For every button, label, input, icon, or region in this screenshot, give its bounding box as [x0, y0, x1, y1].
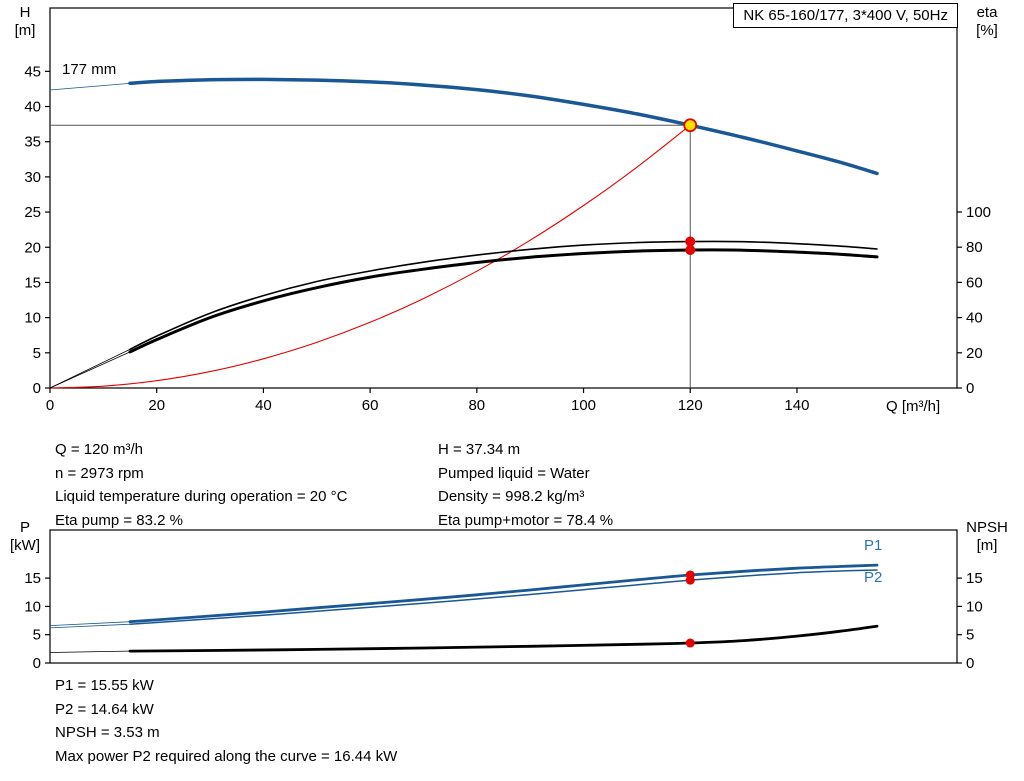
- series-npsh-curve: [128, 624, 879, 653]
- info-line-p2: P2 = 14.64 kW: [55, 700, 154, 718]
- info-line-eta-pump-motor: Eta pump+motor = 78.4 %: [438, 511, 614, 529]
- y-axis-label-eta-unit: [%]: [976, 22, 998, 39]
- y-left-tick-label: 40: [24, 99, 41, 116]
- y-left-tick-label: 45: [24, 63, 41, 80]
- info-line-speed: n = 2973 rpm: [55, 464, 144, 482]
- y-axis-label-npsh: NPSH [m]: [958, 519, 1016, 555]
- y-right-tick-label: 0: [966, 380, 974, 397]
- series-eta-pump: [129, 240, 878, 351]
- y-axis-label-power-unit: [kW]: [10, 537, 40, 554]
- x-tick-label: 60: [362, 397, 379, 414]
- y-left-tick-label: 35: [24, 134, 41, 151]
- pump-title-box: NK 65-160/177, 3*400 V, 50Hz: [733, 3, 958, 28]
- x-tick-label: 0: [46, 397, 54, 414]
- eta-pump-motor-point: [685, 245, 696, 256]
- duty-info-left-column: Q = 120 m³/h n = 2973 rpm Liquid tempera…: [55, 438, 347, 532]
- p1-curve-label: P1: [864, 537, 883, 554]
- x-tick-label: 100: [571, 397, 596, 414]
- series-p1-curve: [128, 563, 879, 624]
- y-right-tick-label: 10: [966, 598, 983, 615]
- info-line-flow: Q = 120 m³/h: [55, 441, 143, 458]
- series-p2-curve: [129, 569, 878, 625]
- x-tick-label: 80: [468, 397, 485, 414]
- x-axis-label-flow: Q [m³/h]: [886, 398, 941, 415]
- y-axis-label-npsh-symbol: NPSH: [966, 519, 1008, 536]
- impeller-diameter-label: 177 mm: [62, 61, 117, 78]
- duty-point: [683, 118, 698, 133]
- duty-info-right-column: H = 37.34 m Pumped liquid = Water Densit…: [438, 438, 613, 532]
- y-right-tick-label: 80: [966, 239, 983, 256]
- x-tick-label: 120: [678, 397, 703, 414]
- p2-point: [685, 575, 695, 585]
- y-axis-label-head-symbol: H: [19, 4, 31, 21]
- info-line-eta-pump: Eta pump = 83.2 %: [55, 511, 183, 529]
- y-right-tick-label: 5: [966, 627, 974, 644]
- y-axis-label-head: H [m]: [6, 4, 44, 40]
- y-right-tick-label: 40: [966, 310, 983, 327]
- series-head-ext: [49, 82, 131, 91]
- series-npsh-ext: [49, 650, 131, 653]
- x-tick-label: 40: [255, 397, 272, 414]
- y-right-tick-label: 60: [966, 274, 983, 291]
- series-p1-ext: [49, 621, 131, 626]
- series-head-curve: [128, 77, 879, 176]
- power-npsh-chart: 0 5 10 15 0 5 10 15: [24, 529, 983, 672]
- y-axis-label-power: P [kW]: [4, 519, 46, 555]
- power-info-block: P1 = 15.55 kW P2 = 14.64 kW NPSH = 3.53 …: [55, 674, 397, 768]
- series-eta-pump-motor: [128, 248, 879, 354]
- info-line-npsh: NPSH = 3.53 m: [55, 724, 160, 741]
- npsh-point: [685, 638, 695, 648]
- y-axis-label-eta: eta [%]: [964, 4, 1010, 40]
- y-left-tick-label: 0: [33, 655, 41, 672]
- y-left-tick-label: 15: [24, 274, 41, 291]
- eta-pump-point: [685, 236, 696, 247]
- info-line-liquid-temp: Liquid temperature during operation = 20…: [55, 488, 348, 505]
- plot-frame: [49, 529, 958, 664]
- qh-eta-chart: 0 20 40 60 80 100 120 140 0 5 10 15 20 25 30 35 40 45 0 20 4…: [24, 7, 991, 414]
- y-left-tick-label: 15: [24, 570, 41, 587]
- y-left-tick-label: 20: [24, 239, 41, 256]
- y-right-tick-label: 20: [966, 345, 983, 362]
- y-left-tick-label: 0: [33, 380, 41, 397]
- y-right-tick-label: 100: [966, 204, 991, 221]
- info-line-max-power: Max power P2 required along the curve = …: [55, 747, 398, 765]
- p2-curve-label: P2: [864, 569, 883, 586]
- y-axis-label-npsh-unit: [m]: [976, 537, 998, 554]
- y-right-tick-label: 15: [966, 570, 983, 587]
- series-system-curve: [49, 124, 691, 389]
- y-axis-label-eta-symbol: eta: [976, 4, 998, 21]
- y-left-tick-label: 30: [24, 169, 41, 186]
- y-right-tick-label: 0: [966, 655, 974, 672]
- y-axis-label-power-symbol: P: [19, 519, 30, 536]
- y-left-tick-label: 10: [24, 598, 41, 615]
- y-left-tick-label: 5: [33, 345, 41, 362]
- info-line-density: Density = 998.2 kg/m³: [438, 488, 585, 505]
- y-left-tick-label: 10: [24, 310, 41, 327]
- info-line-pumped-liquid: Pumped liquid = Water: [438, 464, 590, 482]
- info-line-p1: P1 = 15.55 kW: [55, 677, 154, 694]
- info-line-head: H = 37.34 m: [438, 441, 521, 458]
- y-left-tick-label: 5: [33, 627, 41, 644]
- plot-frame: [49, 7, 958, 389]
- y-left-tick-label: 25: [24, 204, 41, 221]
- y-axis-label-head-unit: [m]: [14, 22, 36, 39]
- x-tick-label: 140: [784, 397, 809, 414]
- series-eta-pump-motor-ext: [49, 351, 131, 389]
- series-p2-ext: [49, 623, 131, 629]
- x-tick-label: 20: [148, 397, 165, 414]
